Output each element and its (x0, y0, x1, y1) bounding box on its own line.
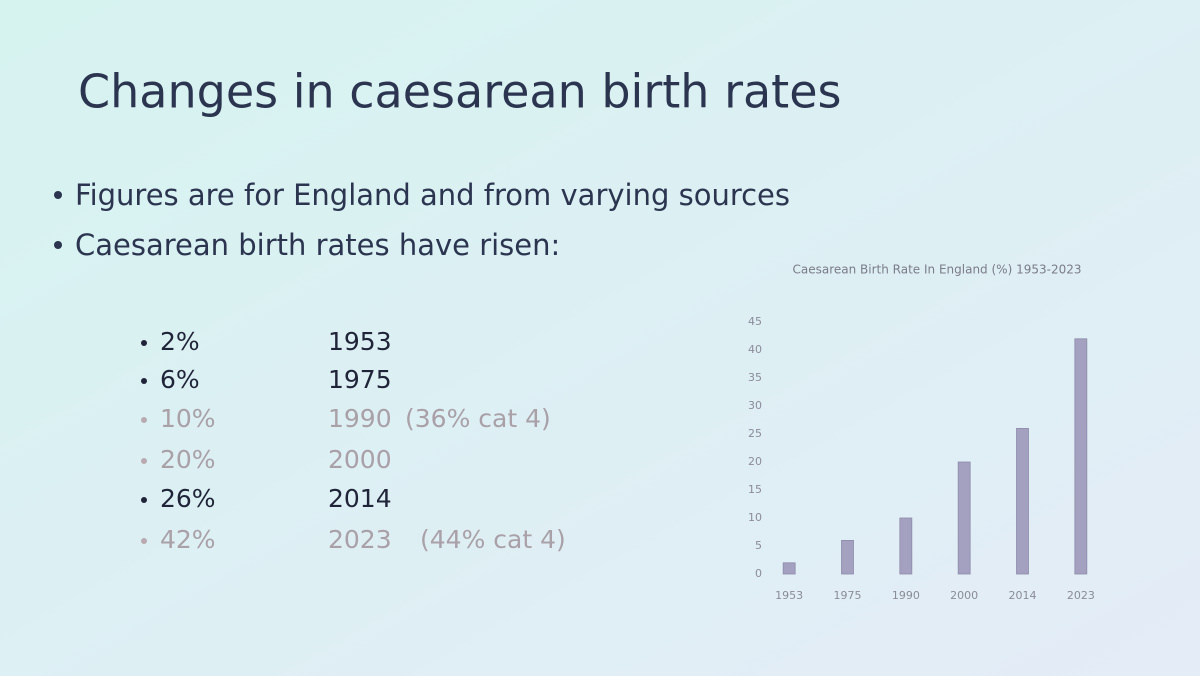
year: 1990 (328, 404, 392, 433)
y-tick-label: 35 (748, 371, 762, 384)
x-tick-label: 1975 (834, 589, 862, 602)
year: 1975 (328, 365, 392, 394)
list-dot (141, 417, 147, 423)
y-tick-label: 15 (748, 483, 762, 496)
year: 2000 (328, 445, 392, 474)
list-dot (141, 458, 147, 464)
rate: 6% (160, 365, 200, 394)
bar (899, 517, 913, 575)
rate: 2% (160, 327, 200, 356)
y-tick-label: 0 (755, 567, 762, 580)
year: 2014 (328, 484, 392, 513)
list-dot (141, 497, 147, 503)
x-tick-label: 2023 (1067, 589, 1095, 602)
bar (1016, 427, 1029, 575)
y-tick-label: 45 (748, 315, 762, 328)
year: 2023 (328, 525, 392, 554)
y-tick-label: 20 (748, 455, 762, 468)
chart-title: Caesarean Birth Rate In England (%) 1953… (793, 263, 1082, 277)
bar (782, 562, 796, 575)
x-tick-label: 2000 (950, 589, 978, 602)
slide-title: Changes in caesarean birth rates (78, 65, 841, 119)
list-dot (141, 378, 147, 384)
x-tick-label: 2014 (1009, 589, 1037, 602)
rate: 20% (160, 445, 216, 474)
bullet-dot (54, 191, 62, 199)
x-tick-label: 1990 (892, 589, 920, 602)
list-dot (141, 340, 147, 346)
y-tick-label: 25 (748, 427, 762, 440)
rate: 42% (160, 525, 216, 554)
y-tick-label: 30 (748, 399, 762, 412)
year: 1953 (328, 327, 392, 356)
note: (44% cat 4) (420, 525, 566, 554)
bar (1074, 338, 1088, 575)
y-tick-label: 10 (748, 511, 762, 524)
x-tick-label: 1953 (775, 589, 803, 602)
bullet-dot (54, 241, 62, 249)
bar (957, 461, 971, 575)
rate: 10% (160, 404, 216, 433)
bullet: Figures are for England and from varying… (75, 178, 790, 212)
bullet: Caesarean birth rates have risen: (75, 228, 560, 262)
y-tick-label: 5 (755, 539, 762, 552)
y-tick-label: 40 (748, 343, 762, 356)
bar (841, 540, 854, 575)
list-dot (141, 538, 147, 544)
note: (36% cat 4) (405, 404, 551, 433)
rate: 26% (160, 484, 216, 513)
